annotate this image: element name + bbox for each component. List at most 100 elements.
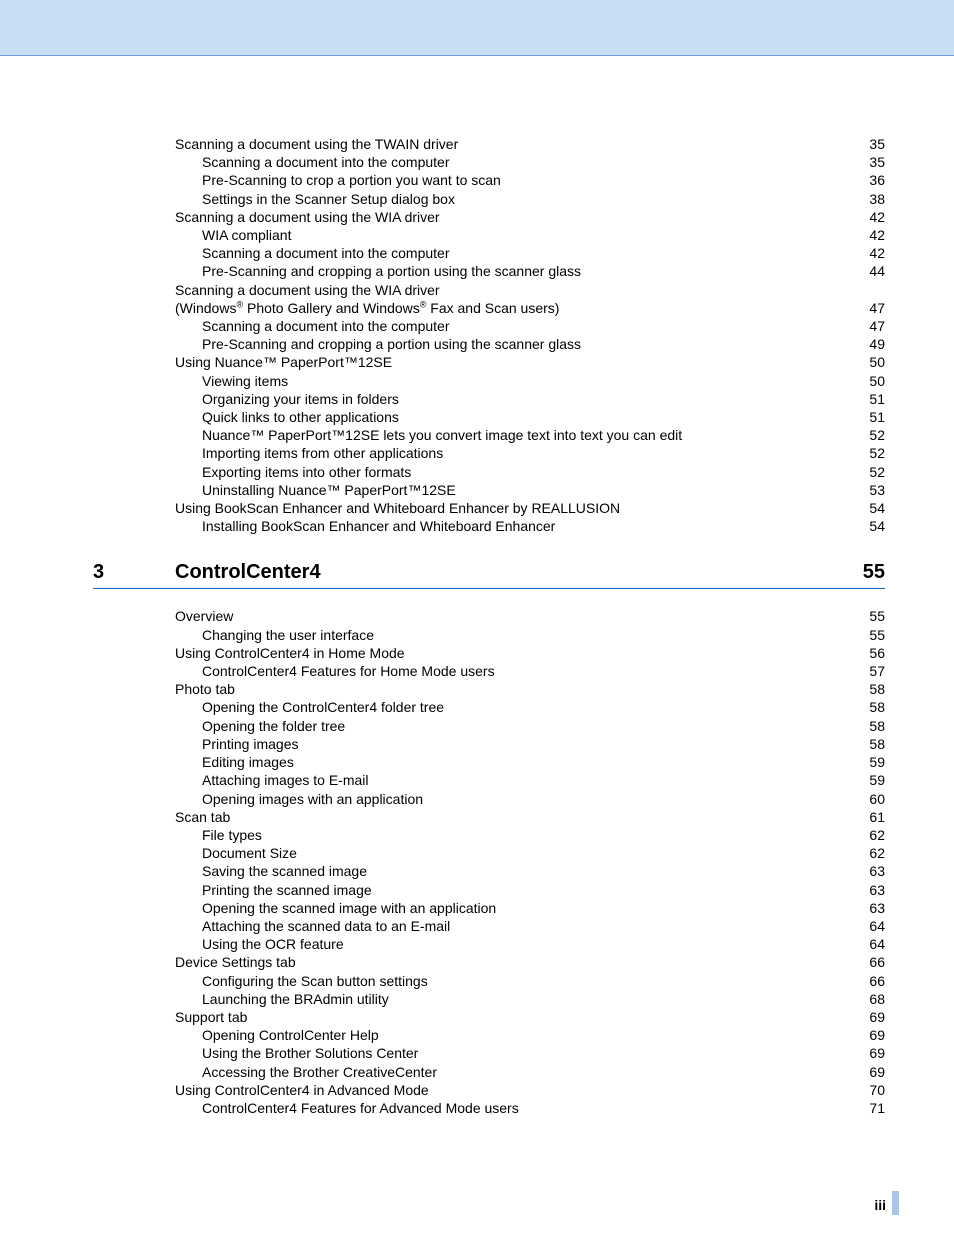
- toc-entry[interactable]: Configuring the Scan button settings66: [175, 972, 885, 990]
- toc-dot-leader: [379, 1026, 868, 1040]
- toc-dot-leader: [262, 826, 868, 840]
- toc-dot-leader: [344, 935, 868, 949]
- toc-entry[interactable]: Importing items from other applications5…: [175, 444, 885, 462]
- toc-entry[interactable]: Saving the scanned image 63: [175, 862, 885, 880]
- page-number: iii: [874, 1197, 886, 1213]
- toc-entry[interactable]: Printing the scanned image63: [175, 881, 885, 899]
- toc-entry[interactable]: Pre-Scanning and cropping a portion usin…: [175, 262, 885, 280]
- toc-entry[interactable]: Changing the user interface55: [175, 626, 885, 644]
- toc-dot-leader: [581, 335, 867, 349]
- toc-entry-text: Opening the scanned image with an applic…: [202, 899, 496, 917]
- toc-entry[interactable]: Opening the folder tree58: [175, 717, 885, 735]
- toc-entry[interactable]: Pre-Scanning to crop a portion you want …: [175, 171, 885, 189]
- toc-entry[interactable]: Scan tab61: [175, 808, 885, 826]
- page: Scanning a document using the TWAIN driv…: [0, 0, 954, 1235]
- toc-dot-leader: [372, 881, 868, 895]
- toc-entry[interactable]: Device Settings tab66: [175, 953, 885, 971]
- toc-entry[interactable]: Organizing your items in folders 51: [175, 390, 885, 408]
- toc-entry[interactable]: Settings in the Scanner Setup dialog box…: [175, 190, 885, 208]
- toc-entry[interactable]: Nuance™ PaperPort™12SE lets you convert …: [175, 426, 885, 444]
- toc-entry-page: 50: [867, 372, 885, 390]
- toc-entry[interactable]: Quick links to other applications51: [175, 408, 885, 426]
- toc-entry-page: 35: [867, 135, 885, 153]
- toc-entry-page: 47: [867, 299, 885, 317]
- toc-entry-page: 66: [867, 953, 885, 971]
- toc-entry[interactable]: ControlCenter4 Features for Home Mode us…: [175, 662, 885, 680]
- toc-entry-page: 52: [867, 463, 885, 481]
- toc-entry-text: Opening ControlCenter Help: [202, 1026, 379, 1044]
- toc-entry[interactable]: Using BookScan Enhancer and Whiteboard E…: [175, 499, 885, 517]
- toc-entry[interactable]: Opening the scanned image with an applic…: [175, 899, 885, 917]
- toc-entry[interactable]: Exporting items into other formats52: [175, 463, 885, 481]
- toc-entry[interactable]: Scanning a document using the WIA driver: [175, 281, 885, 299]
- toc-entry-page: 62: [867, 826, 885, 844]
- toc-entry[interactable]: Pre-Scanning and cropping a portion usin…: [175, 335, 885, 353]
- toc-entry-text: Saving the scanned image: [202, 862, 367, 880]
- toc-entry-page: 61: [867, 808, 885, 826]
- toc-entry[interactable]: Accessing the Brother CreativeCenter69: [175, 1063, 885, 1081]
- toc-dot-leader: [297, 844, 867, 858]
- toc-entry[interactable]: File types62: [175, 826, 885, 844]
- toc-entry[interactable]: Viewing items50: [175, 372, 885, 390]
- toc-entry-page: 64: [867, 935, 885, 953]
- toc-entry[interactable]: Document Size62: [175, 844, 885, 862]
- toc-entry-page: 63: [867, 862, 885, 880]
- toc-entry[interactable]: Scanning a document using the TWAIN driv…: [175, 135, 885, 153]
- toc-entry[interactable]: Scanning a document into the computer35: [175, 153, 885, 171]
- toc-entry[interactable]: (Windows® Photo Gallery and Windows® Fax…: [175, 299, 885, 317]
- toc-entry-text: Pre-Scanning and cropping a portion usin…: [202, 335, 581, 353]
- toc-entry-text: Organizing your items in folders: [202, 390, 399, 408]
- toc-entry-text: Scanning a document using the TWAIN driv…: [175, 135, 458, 153]
- toc-entry[interactable]: Using Nuance™ PaperPort™12SE50: [175, 353, 885, 371]
- toc-entry-text: Scanning a document using the WIA driver: [175, 208, 440, 226]
- toc-dot-leader: [418, 1044, 867, 1058]
- toc-dot-leader: [429, 1081, 868, 1095]
- toc-entry[interactable]: Opening ControlCenter Help69: [175, 1026, 885, 1044]
- toc-entry[interactable]: Using ControlCenter4 in Advanced Mode70: [175, 1081, 885, 1099]
- toc-entry[interactable]: Photo tab58: [175, 680, 885, 698]
- toc-entry[interactable]: Support tab69: [175, 1008, 885, 1026]
- toc-dot-leader: [389, 990, 868, 1004]
- toc-entry-page: 58: [867, 735, 885, 753]
- toc-entry[interactable]: Editing images59: [175, 753, 885, 771]
- toc-entry[interactable]: ControlCenter4 Features for Advanced Mod…: [175, 1099, 885, 1117]
- toc-entry[interactable]: Uninstalling Nuance™ PaperPort™12SE53: [175, 481, 885, 499]
- toc-entry[interactable]: Using ControlCenter4 in Home Mode56: [175, 644, 885, 662]
- toc-dot-leader: [423, 790, 867, 804]
- toc-dot-leader: [581, 262, 867, 276]
- toc-entry[interactable]: Opening images with an application60: [175, 790, 885, 808]
- toc-entry[interactable]: Using the OCR feature64: [175, 935, 885, 953]
- toc-entry-page: 51: [867, 390, 885, 408]
- toc-entry-text: Settings in the Scanner Setup dialog box: [202, 190, 455, 208]
- top-header-bar: [0, 0, 954, 56]
- toc-entry-text: Opening the folder tree: [202, 717, 345, 735]
- toc-entry-text: Scanning a document into the computer: [202, 153, 450, 171]
- toc-entry-page: 63: [867, 899, 885, 917]
- toc-entry-page: 50: [867, 353, 885, 371]
- toc-entry[interactable]: Installing BookScan Enhancer and Whitebo…: [175, 517, 885, 535]
- toc-entry-page: 56: [867, 644, 885, 662]
- toc-dot-leader: [450, 917, 867, 931]
- toc-dot-leader: [230, 808, 867, 822]
- toc-entry[interactable]: WIA compliant42: [175, 226, 885, 244]
- toc-dot-leader: [345, 717, 867, 731]
- toc-entry[interactable]: Launching the BRAdmin utility68: [175, 990, 885, 1008]
- toc-entry[interactable]: Opening the ControlCenter4 folder tree58: [175, 698, 885, 716]
- toc-entry-text: Photo tab: [175, 680, 235, 698]
- toc-entry[interactable]: Using the Brother Solutions Center69: [175, 1044, 885, 1062]
- toc-entry-text: Configuring the Scan button settings: [202, 972, 428, 990]
- toc-entry-text: Scanning a document into the computer: [202, 317, 450, 335]
- toc-entry[interactable]: Attaching the scanned data to an E-mail6…: [175, 917, 885, 935]
- toc-dot-leader: [456, 481, 868, 495]
- toc-entry[interactable]: Scanning a document into the computer47: [175, 317, 885, 335]
- toc-entry[interactable]: Overview55: [175, 607, 885, 625]
- toc-dot-leader: [496, 899, 867, 913]
- toc-entry-text: Using the Brother Solutions Center: [202, 1044, 418, 1062]
- toc-entry-page: 55: [867, 626, 885, 644]
- toc-entry[interactable]: Attaching images to E-mail59: [175, 771, 885, 789]
- toc-entry[interactable]: Scanning a document into the computer42: [175, 244, 885, 262]
- toc-entry-page: 53: [867, 481, 885, 499]
- toc-dot-leader: [559, 299, 867, 313]
- toc-entry[interactable]: Scanning a document using the WIA driver…: [175, 208, 885, 226]
- toc-entry[interactable]: Printing images58: [175, 735, 885, 753]
